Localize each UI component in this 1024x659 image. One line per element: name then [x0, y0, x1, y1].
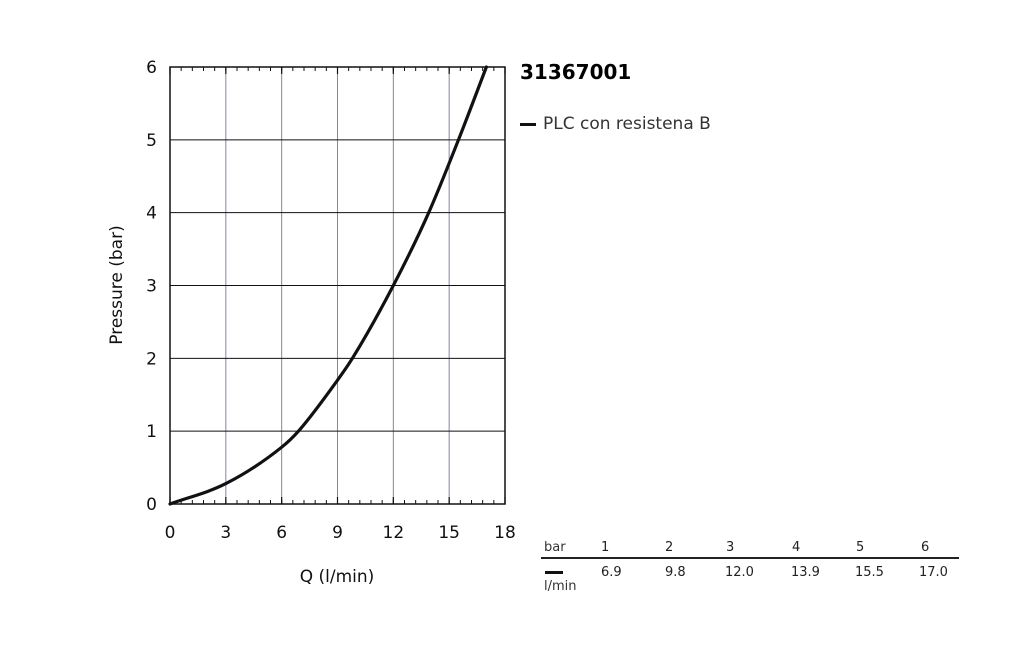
series-line-plc-con-resistena-b: [168, 65, 488, 506]
grid: [170, 67, 505, 504]
x-tick-label: 12: [383, 523, 405, 543]
y-tick-label: 3: [146, 277, 157, 297]
y-tick-label: 1: [146, 422, 157, 442]
table-pressure-1: 1: [601, 540, 610, 555]
x-axis-title: Q (l/min): [300, 567, 375, 587]
x-tick-label: 6: [276, 523, 287, 543]
table-pressure-3: 3: [726, 540, 735, 555]
table-pressure-2: 2: [665, 540, 674, 555]
x-tick-label: 3: [220, 523, 231, 543]
flow-table: bar 1 2 3 4 5 6 6.9 9.8 12.0 13.9 15.5 1…: [541, 538, 959, 594]
x-tick-label: 18: [494, 523, 516, 543]
table-flow-5: 15.5: [855, 565, 884, 580]
table-flow-6: 17.0: [919, 565, 948, 580]
x-tick-label: 9: [332, 523, 343, 543]
table-pressure-6: 6: [921, 540, 930, 555]
table-pressure-5: 5: [856, 540, 865, 555]
plot-frame: [169, 66, 506, 505]
y-tick-label: 4: [146, 204, 157, 224]
table-pressure-4: 4: [792, 540, 801, 555]
x-tick-label: 15: [438, 523, 460, 543]
legend: PLC con resistena B: [520, 114, 711, 134]
y-tick-label: 2: [146, 349, 157, 369]
table-series-swatch: [545, 571, 563, 574]
table-flow-1: 6.9: [601, 565, 622, 580]
table-rule: [541, 557, 959, 559]
y-tick-label: 6: [146, 58, 157, 78]
chart-title: 31367001: [520, 60, 632, 84]
y-tick-label: 5: [146, 131, 157, 151]
table-flow-2: 9.8: [665, 565, 686, 580]
table-header-row: bar 1 2 3 4 5 6: [541, 538, 959, 557]
x-tick-label: 0: [165, 523, 176, 543]
y-axis-title: Pressure (bar): [107, 225, 127, 344]
table-flow-3: 12.0: [725, 565, 754, 580]
table-flow-4: 13.9: [791, 565, 820, 580]
table-body-unit: l/min: [544, 579, 577, 594]
table-header-unit: bar: [544, 540, 566, 555]
y-tick-label: 0: [146, 495, 157, 515]
legend-label: PLC con resistena B: [543, 114, 711, 134]
legend-swatch: [520, 122, 536, 126]
